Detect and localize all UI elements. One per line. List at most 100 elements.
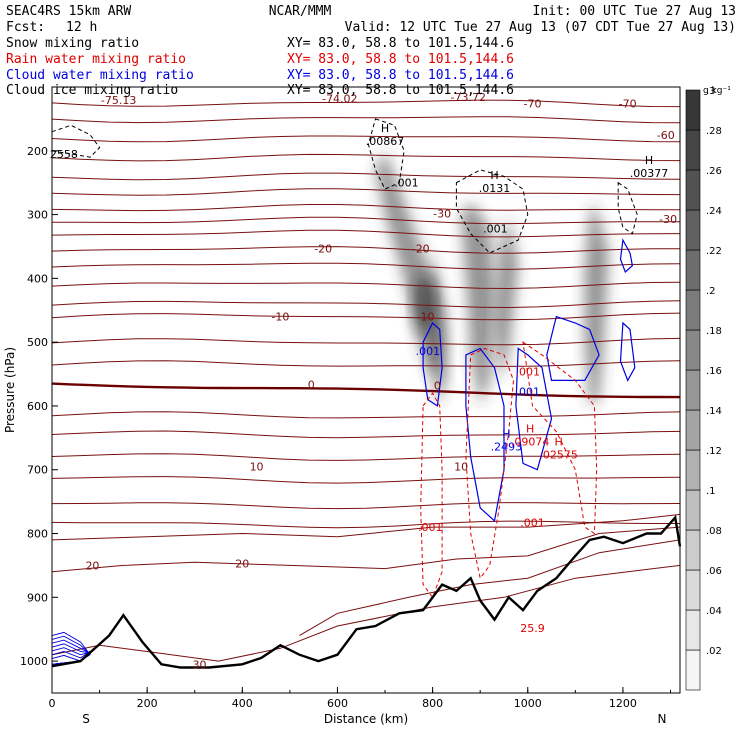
y-tick-label-7: 900 [27, 591, 48, 604]
colorbar-swatch-1 [685, 609, 701, 651]
extremum-marker-0: H [381, 122, 389, 135]
extremum-marker-3: H [502, 427, 510, 440]
x-tick-label-5: 1000 [514, 697, 542, 710]
colorbar-swatch-11 [685, 209, 701, 251]
contour-label-0: 2558 [50, 148, 78, 161]
isotherm-label-9: -20 [412, 242, 430, 255]
colorbar-swatch-7 [685, 369, 701, 411]
x-tick-label-6: 1200 [609, 697, 637, 710]
isotherm-label-1: -74.02 [322, 92, 357, 105]
rain-contour-2 [522, 341, 598, 535]
isotherm-label-8: -20 [314, 242, 332, 255]
extremum-value-2: .00377 [630, 167, 669, 180]
extremum-value-0: .00867 [366, 135, 405, 148]
isotherm-label-7: -30 [659, 213, 677, 226]
isotherm-17 [51, 430, 681, 439]
isotherm-8 [51, 229, 681, 238]
rain-contour-0 [420, 392, 443, 599]
isotherm-label-0: -75.13 [101, 94, 136, 107]
colorbar-swatch-2 [685, 569, 701, 611]
y-axis-label: Pressure (hPa) [3, 347, 17, 433]
isotherm-5 [51, 188, 681, 196]
extremum-value-3: .2493 [491, 440, 523, 453]
x-axis-label: Distance (km) [324, 712, 408, 726]
fcst-label: Fcst: [6, 20, 45, 35]
isotherm-12 [51, 300, 681, 309]
field-xy-snow: XY= 83.0, 58.8 to 101.5,144.6 [287, 36, 514, 51]
fcst-value: 12 h [66, 20, 97, 35]
isotherm-label-17: 20 [235, 558, 249, 571]
isotherm-label-16: 20 [85, 559, 99, 572]
colorbar-tick-label-8: .18 [706, 326, 722, 337]
org-label: NCAR/MMM [269, 4, 332, 19]
field-name-rain: Rain water mixing ratio [6, 52, 186, 67]
cloud-water-contour-5 [619, 238, 634, 274]
valid-time: Valid: 12 UTC Tue 27 Aug 13 (07 CDT Tue … [345, 20, 736, 35]
colorbar-swatch-5 [685, 449, 701, 491]
colorbar-tick-label-11: .24 [706, 206, 722, 217]
colorbar-swatch-8 [685, 329, 701, 371]
colorbar-swatch-3 [685, 529, 701, 571]
colorbar-swatch-13 [685, 129, 701, 171]
ice-contour-3 [617, 181, 638, 235]
isotherm-20 [51, 502, 681, 510]
isotherm-0 [51, 99, 681, 108]
isotherm-label-12: 0 [308, 378, 315, 391]
isotherm-2 [51, 135, 681, 143]
colorbar-swatch-9 [685, 289, 701, 331]
colorbar-tick-label-0: .02 [706, 646, 722, 657]
y-tick-label-5: 700 [27, 464, 48, 477]
colorbar-tick-label-6: .14 [706, 406, 722, 417]
isotherm-low-3 [299, 539, 681, 637]
isotherm-low-0 [51, 513, 681, 541]
contour-label-4: .001 [516, 366, 541, 379]
contour-label-7: .001 [520, 517, 545, 530]
contour-label-6: .001 [418, 521, 443, 534]
ice-contour-2 [455, 169, 529, 254]
colorbar-tick-label-7: .16 [706, 366, 722, 377]
isotherm-16 [51, 411, 681, 419]
axes: 0 200 400 600 800 1000 12002003004005006007008… [3, 86, 681, 726]
isotherm-label-5: -60 [657, 129, 675, 142]
isotherm-6 [51, 204, 681, 212]
init-time: Init: 00 UTC Tue 27 Aug 13 [533, 4, 737, 19]
isotherm-3 [51, 153, 681, 162]
field-name-cloud-ice: Cloud ice mixing ratio [6, 83, 178, 98]
plot-frame [51, 86, 681, 694]
colorbar-tick-label-2: .06 [706, 566, 722, 577]
isotherm-18 [51, 453, 681, 461]
x-tick-label-1: 200 [137, 697, 158, 710]
y-tick-label-3: 500 [27, 336, 48, 349]
colorbar: .02 .04 .06 .08 .1 .12 .14 .16 .18 .2 .22 .24 .26 .28… [685, 86, 731, 691]
field-name-snow: Snow mixing ratio [6, 36, 139, 51]
isotherm-label-4: -70 [619, 98, 637, 111]
isotherm-19 [51, 476, 681, 484]
colorbar-swatch-0 [685, 649, 701, 691]
colorbar-swatch-6 [685, 409, 701, 451]
y-tick-label-1: 300 [27, 209, 48, 222]
isotherm-label-3: -70 [524, 98, 542, 111]
field-name-cloud-water: Cloud water mixing ratio [6, 68, 194, 83]
extremum-value-1: .0131 [479, 182, 511, 195]
isotherm-label-10: -10 [271, 311, 289, 324]
cloud-water-contour-0 [422, 322, 443, 407]
x-tick-label-0: 0 [49, 697, 56, 710]
cloud-water-contour-2 [515, 347, 553, 471]
colorbar-tick-label-9: .2 [706, 286, 716, 297]
isotherm-label-6: -30 [433, 207, 451, 220]
colorbar-swatch-12 [685, 169, 701, 211]
ice-contour-0 [51, 124, 101, 158]
colorbar-unit: g kg⁻¹ [703, 86, 731, 96]
isotherm-label-11: -10 [416, 311, 434, 324]
south-end-label: S [82, 712, 90, 726]
ice-contour-1 [367, 118, 405, 190]
extremum-marker-2: H [645, 154, 653, 167]
contour-label-5: .001 [516, 385, 541, 398]
colorbar-swatch-4 [685, 489, 701, 531]
isotherm-low-1 [51, 526, 681, 573]
isotherm-13 [51, 312, 681, 321]
isotherm-15 [51, 360, 681, 367]
colorbar-tick-label-1: .04 [706, 606, 722, 617]
isotherm-label-13: 0 [434, 380, 441, 393]
